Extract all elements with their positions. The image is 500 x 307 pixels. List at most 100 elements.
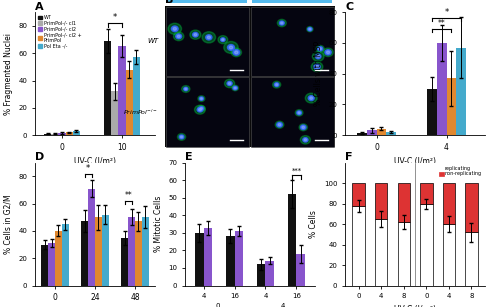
Bar <box>465 232 477 286</box>
Circle shape <box>234 87 236 89</box>
Bar <box>62 224 68 286</box>
Circle shape <box>302 126 304 128</box>
Bar <box>420 204 432 286</box>
FancyBboxPatch shape <box>166 7 249 76</box>
Circle shape <box>224 41 238 53</box>
Y-axis label: % Mitotic Cells: % Mitotic Cells <box>154 196 163 252</box>
Circle shape <box>318 47 323 51</box>
Bar <box>142 217 148 286</box>
Bar <box>296 254 305 286</box>
Circle shape <box>200 97 203 100</box>
Circle shape <box>198 109 202 111</box>
Circle shape <box>304 139 306 141</box>
Circle shape <box>280 22 283 24</box>
Bar <box>55 231 62 286</box>
Text: **: ** <box>438 19 446 28</box>
Bar <box>446 78 456 135</box>
Circle shape <box>202 32 215 43</box>
Circle shape <box>180 136 182 138</box>
Bar <box>118 46 126 135</box>
Circle shape <box>233 50 239 55</box>
Bar <box>398 183 410 222</box>
Bar <box>234 231 243 286</box>
Circle shape <box>316 45 324 52</box>
Bar <box>375 219 388 286</box>
Circle shape <box>233 86 237 90</box>
Circle shape <box>224 79 234 88</box>
Bar <box>102 215 108 286</box>
Circle shape <box>300 136 310 144</box>
Bar <box>126 70 133 135</box>
Legend: replicating, non-replicating: replicating, non-replicating <box>438 165 482 177</box>
Circle shape <box>232 85 238 91</box>
Bar <box>44 134 51 135</box>
Circle shape <box>319 48 322 50</box>
Bar <box>442 183 455 224</box>
Circle shape <box>231 48 241 57</box>
Bar <box>226 236 234 286</box>
Circle shape <box>198 105 205 111</box>
Y-axis label: % Fragmented Nuclei: % Fragmented Nuclei <box>4 33 13 115</box>
Bar <box>420 183 432 204</box>
Circle shape <box>184 87 188 91</box>
Circle shape <box>306 26 313 32</box>
Bar <box>128 217 135 286</box>
Circle shape <box>174 32 184 41</box>
Text: **: ** <box>124 191 132 200</box>
Circle shape <box>274 83 279 87</box>
Circle shape <box>300 125 306 130</box>
FancyBboxPatch shape <box>166 77 249 147</box>
Bar <box>42 245 48 286</box>
Bar <box>111 91 118 135</box>
Circle shape <box>194 105 205 114</box>
Y-axis label: % Cells: % Cells <box>310 210 318 238</box>
Circle shape <box>220 38 225 41</box>
Bar <box>82 221 88 286</box>
Text: C: C <box>345 2 353 11</box>
Circle shape <box>308 96 314 101</box>
Y-axis label: % Cells with MSP: % Cells with MSP <box>314 41 323 106</box>
Circle shape <box>276 121 284 128</box>
Text: 4: 4 <box>280 303 284 307</box>
Circle shape <box>185 88 187 90</box>
Bar <box>88 188 95 286</box>
Circle shape <box>280 21 284 25</box>
Circle shape <box>303 138 308 142</box>
Circle shape <box>222 39 224 41</box>
Text: WT: WT <box>147 38 158 45</box>
Bar <box>375 183 388 219</box>
Bar <box>266 261 274 286</box>
Bar <box>442 224 455 286</box>
Bar <box>195 233 203 286</box>
Bar <box>135 221 142 286</box>
Circle shape <box>312 52 324 61</box>
Bar <box>66 132 73 135</box>
Bar <box>465 183 477 232</box>
X-axis label: UV-C (J/m²): UV-C (J/m²) <box>394 305 436 307</box>
Circle shape <box>198 96 205 102</box>
Circle shape <box>192 32 198 37</box>
Circle shape <box>200 98 202 99</box>
Circle shape <box>278 19 286 27</box>
Bar <box>366 130 376 135</box>
Circle shape <box>228 82 231 84</box>
Bar <box>398 222 410 286</box>
Bar <box>436 43 446 135</box>
Circle shape <box>311 62 323 72</box>
Circle shape <box>277 122 282 127</box>
Circle shape <box>234 51 238 54</box>
Circle shape <box>308 27 312 31</box>
X-axis label: UV-C (J/m²): UV-C (J/m²) <box>394 157 436 166</box>
Circle shape <box>208 36 210 39</box>
Circle shape <box>227 81 232 86</box>
Bar <box>288 194 296 286</box>
Bar <box>427 89 436 135</box>
Circle shape <box>182 86 190 92</box>
Circle shape <box>178 134 186 140</box>
Bar <box>204 227 212 286</box>
Circle shape <box>310 97 312 99</box>
Circle shape <box>228 45 234 50</box>
Circle shape <box>173 27 176 30</box>
Text: *: * <box>444 9 448 17</box>
Bar <box>386 132 396 135</box>
